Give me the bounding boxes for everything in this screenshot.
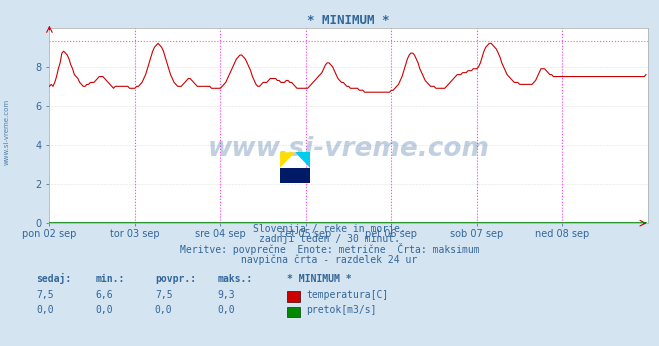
Polygon shape	[280, 152, 295, 168]
Text: Meritve: povprečne  Enote: metrične  Črta: maksimum: Meritve: povprečne Enote: metrične Črta:…	[180, 243, 479, 255]
Text: pretok[m3/s]: pretok[m3/s]	[306, 305, 377, 315]
Text: 9,3: 9,3	[217, 290, 235, 300]
Text: Slovenija / reke in morje.: Slovenija / reke in morje.	[253, 224, 406, 234]
Text: 7,5: 7,5	[36, 290, 54, 300]
Text: temperatura[C]: temperatura[C]	[306, 290, 389, 300]
Text: povpr.:: povpr.:	[155, 274, 196, 284]
Title: * MINIMUM *: * MINIMUM *	[307, 13, 390, 27]
Text: www.si-vreme.com: www.si-vreme.com	[3, 98, 10, 165]
Polygon shape	[280, 168, 310, 183]
Text: 7,5: 7,5	[155, 290, 173, 300]
Text: 0,0: 0,0	[155, 305, 173, 315]
Text: navpična črta - razdelek 24 ur: navpična črta - razdelek 24 ur	[241, 254, 418, 265]
Text: zadnji teden / 30 minut.: zadnji teden / 30 minut.	[259, 234, 400, 244]
Polygon shape	[295, 152, 310, 168]
Text: 0,0: 0,0	[217, 305, 235, 315]
Text: 0,0: 0,0	[96, 305, 113, 315]
Text: min.:: min.:	[96, 274, 125, 284]
Text: 0,0: 0,0	[36, 305, 54, 315]
Text: 6,6: 6,6	[96, 290, 113, 300]
Text: sedaj:: sedaj:	[36, 273, 71, 284]
Text: www.si-vreme.com: www.si-vreme.com	[208, 136, 490, 162]
Text: maks.:: maks.:	[217, 274, 252, 284]
Text: * MINIMUM *: * MINIMUM *	[287, 274, 351, 284]
